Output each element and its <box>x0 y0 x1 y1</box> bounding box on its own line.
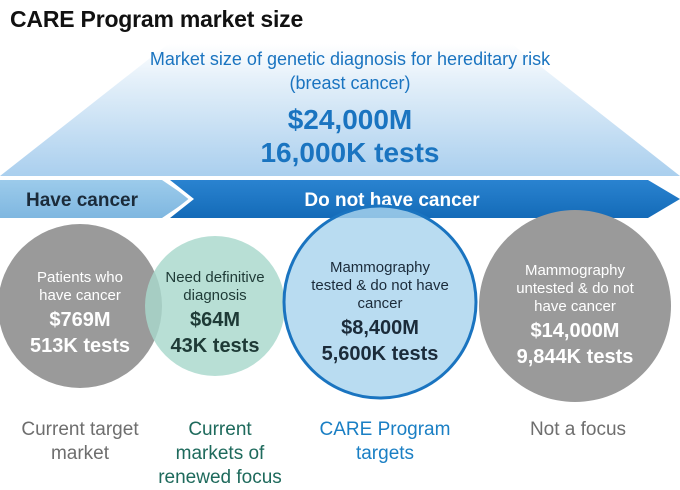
care-targets-label-line: cancer <box>357 295 402 312</box>
current-target-circle <box>0 224 162 388</box>
market-tests: 16,000K tests <box>260 137 439 168</box>
have-cancer-arrow <box>0 180 190 218</box>
page-title: CARE Program market size <box>10 6 304 32</box>
renewed-focus-caption-line: Current <box>188 419 252 440</box>
renewed-focus-value: $64M <box>190 309 240 331</box>
current-target-label-line: Patients who <box>37 269 123 286</box>
care-targets-caption-line: targets <box>355 443 415 464</box>
current-target-caption-line: Current target <box>21 419 139 440</box>
not-a-focus-caption: Not a focus <box>488 418 668 442</box>
banner-right-label: Do not have cancer <box>304 190 480 211</box>
renewed-focus-caption: Current markets of renewed focus <box>145 418 295 490</box>
do-not-have-cancer-arrow <box>170 180 680 218</box>
care-targets-caption: CARE Program targets <box>300 418 470 466</box>
market-trapezoid <box>0 44 680 176</box>
care-targets-label-line: Mammography <box>330 259 431 276</box>
market-title-line1: Market size of genetic diagnosis for her… <box>150 49 551 69</box>
renewed-focus-label-line: diagnosis <box>183 287 246 304</box>
renewed-focus-label-line: Need definitive <box>165 269 264 286</box>
care-targets-circle <box>282 204 478 400</box>
not-a-focus-caption-line: Not a focus <box>529 419 627 440</box>
care-targets-tests: 5,600K tests <box>322 343 439 365</box>
not-a-focus-label-line: have cancer <box>534 298 616 315</box>
current-target-caption-line: market <box>50 443 110 464</box>
not-a-focus-value: $14,000M <box>531 320 620 342</box>
segment-circles <box>0 204 671 402</box>
not-a-focus-circle <box>479 210 671 402</box>
arrow-separator <box>165 179 192 219</box>
renewed-focus-caption-line: markets of <box>175 443 265 464</box>
current-target-caption: Current target market <box>5 418 155 466</box>
banner-left-label: Have cancer <box>26 190 139 211</box>
market-title-line2: (breast cancer) <box>289 73 410 93</box>
renewed-focus-circle <box>145 236 285 376</box>
not-a-focus-tests: 9,844K tests <box>517 346 634 368</box>
care-targets-caption-line: CARE Program <box>319 419 451 440</box>
current-target-tests: 513K tests <box>30 335 130 357</box>
care-targets-label-line: tested & do not have <box>311 277 449 294</box>
renewed-focus-caption-line: renewed focus <box>158 467 282 488</box>
not-a-focus-label-line: untested & do not <box>516 280 634 297</box>
market-value: $24,000M <box>288 104 413 135</box>
current-target-value: $769M <box>49 309 110 331</box>
not-a-focus-label-line: Mammography <box>525 262 626 279</box>
current-target-label-line: have cancer <box>39 287 121 304</box>
renewed-focus-tests: 43K tests <box>171 335 260 357</box>
care-targets-value: $8,400M <box>341 317 419 339</box>
